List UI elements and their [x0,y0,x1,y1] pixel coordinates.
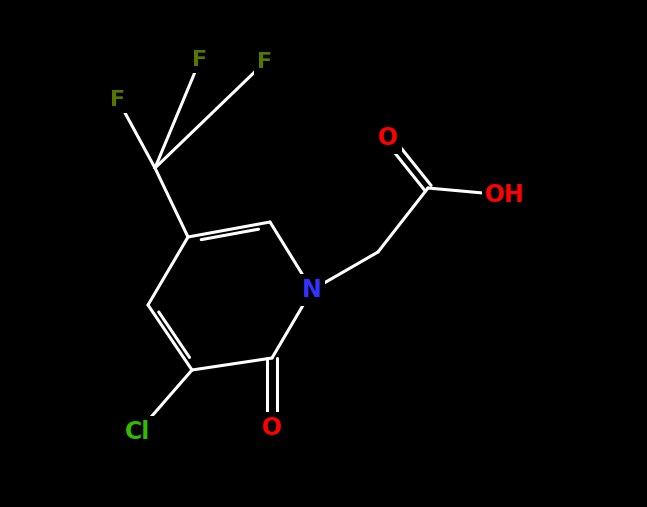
Text: OH: OH [485,183,525,207]
Text: F: F [111,90,126,110]
Text: F: F [192,50,208,70]
Text: N: N [302,278,322,302]
Text: F: F [258,52,272,72]
Text: O: O [378,126,398,150]
Text: O: O [262,416,282,440]
Text: Cl: Cl [126,420,151,444]
